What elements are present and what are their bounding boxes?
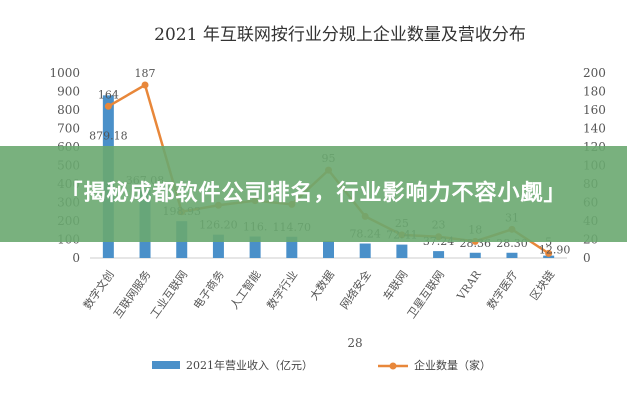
y-right-tick-label: 160 — [583, 103, 606, 117]
bar-value-label: 879.18 — [89, 129, 128, 142]
x-category-label: 数字文创 — [80, 268, 117, 312]
y-left-tick-label: 900 — [57, 85, 80, 99]
y-right-tick-label: 0 — [583, 251, 591, 265]
stray-label: 28 — [347, 336, 362, 350]
y-left-tick-label: 700 — [57, 122, 80, 136]
bar — [433, 251, 445, 258]
x-category-label: 区块链 — [527, 268, 557, 303]
bar-value-label: 12.90 — [539, 244, 571, 257]
x-category-label: VRAR — [454, 268, 484, 303]
bar — [323, 241, 334, 258]
legend-swatch-bar — [152, 361, 180, 369]
y-left-tick-label: 1000 — [49, 66, 80, 80]
line-value-label: 187 — [135, 67, 156, 80]
legend-label-bar: 2021年营业收入（亿元） — [186, 358, 313, 372]
headline-banner: 「揭秘成都软件公司排名，行业影响力不容小觑」 — [0, 146, 627, 242]
bar — [286, 236, 298, 258]
y-left-tick-label: 0 — [72, 251, 80, 265]
bar — [506, 252, 518, 258]
x-category-label: 工业互联网 — [148, 268, 190, 321]
bar — [359, 243, 371, 258]
x-category-label: 数字行业 — [264, 268, 301, 312]
legend-label-line: 企业数量（家） — [414, 358, 491, 372]
chart-title: 2021 年互联网按行业分规上企业数量及营收分布 — [154, 25, 526, 45]
x-category-label: 卫星互联网 — [405, 268, 447, 321]
headline-text: 「揭秘成都软件公司排名，行业影响力不容小觑」 — [60, 181, 567, 206]
legend-marker-line — [389, 362, 397, 370]
y-right-tick-label: 180 — [583, 85, 606, 99]
bar — [396, 244, 408, 258]
y-right-tick-label: 140 — [583, 122, 606, 136]
line-value-label: 164 — [98, 88, 119, 101]
line-point — [104, 102, 112, 110]
bar — [212, 234, 224, 258]
line-point — [545, 249, 553, 257]
x-category-label: 数字医疗 — [484, 268, 521, 312]
bar — [469, 252, 481, 258]
y-left-tick-label: 800 — [57, 103, 80, 117]
x-category-label: 大数据 — [307, 268, 337, 303]
line-point — [141, 81, 149, 89]
bar — [249, 236, 261, 258]
x-category-label: 网络安全 — [337, 268, 374, 312]
x-category-label: 车联网 — [380, 268, 410, 303]
y-right-tick-label: 200 — [583, 66, 606, 80]
x-category-label: 人工智能 — [227, 268, 264, 312]
x-category-label: 电子商务 — [190, 268, 227, 312]
